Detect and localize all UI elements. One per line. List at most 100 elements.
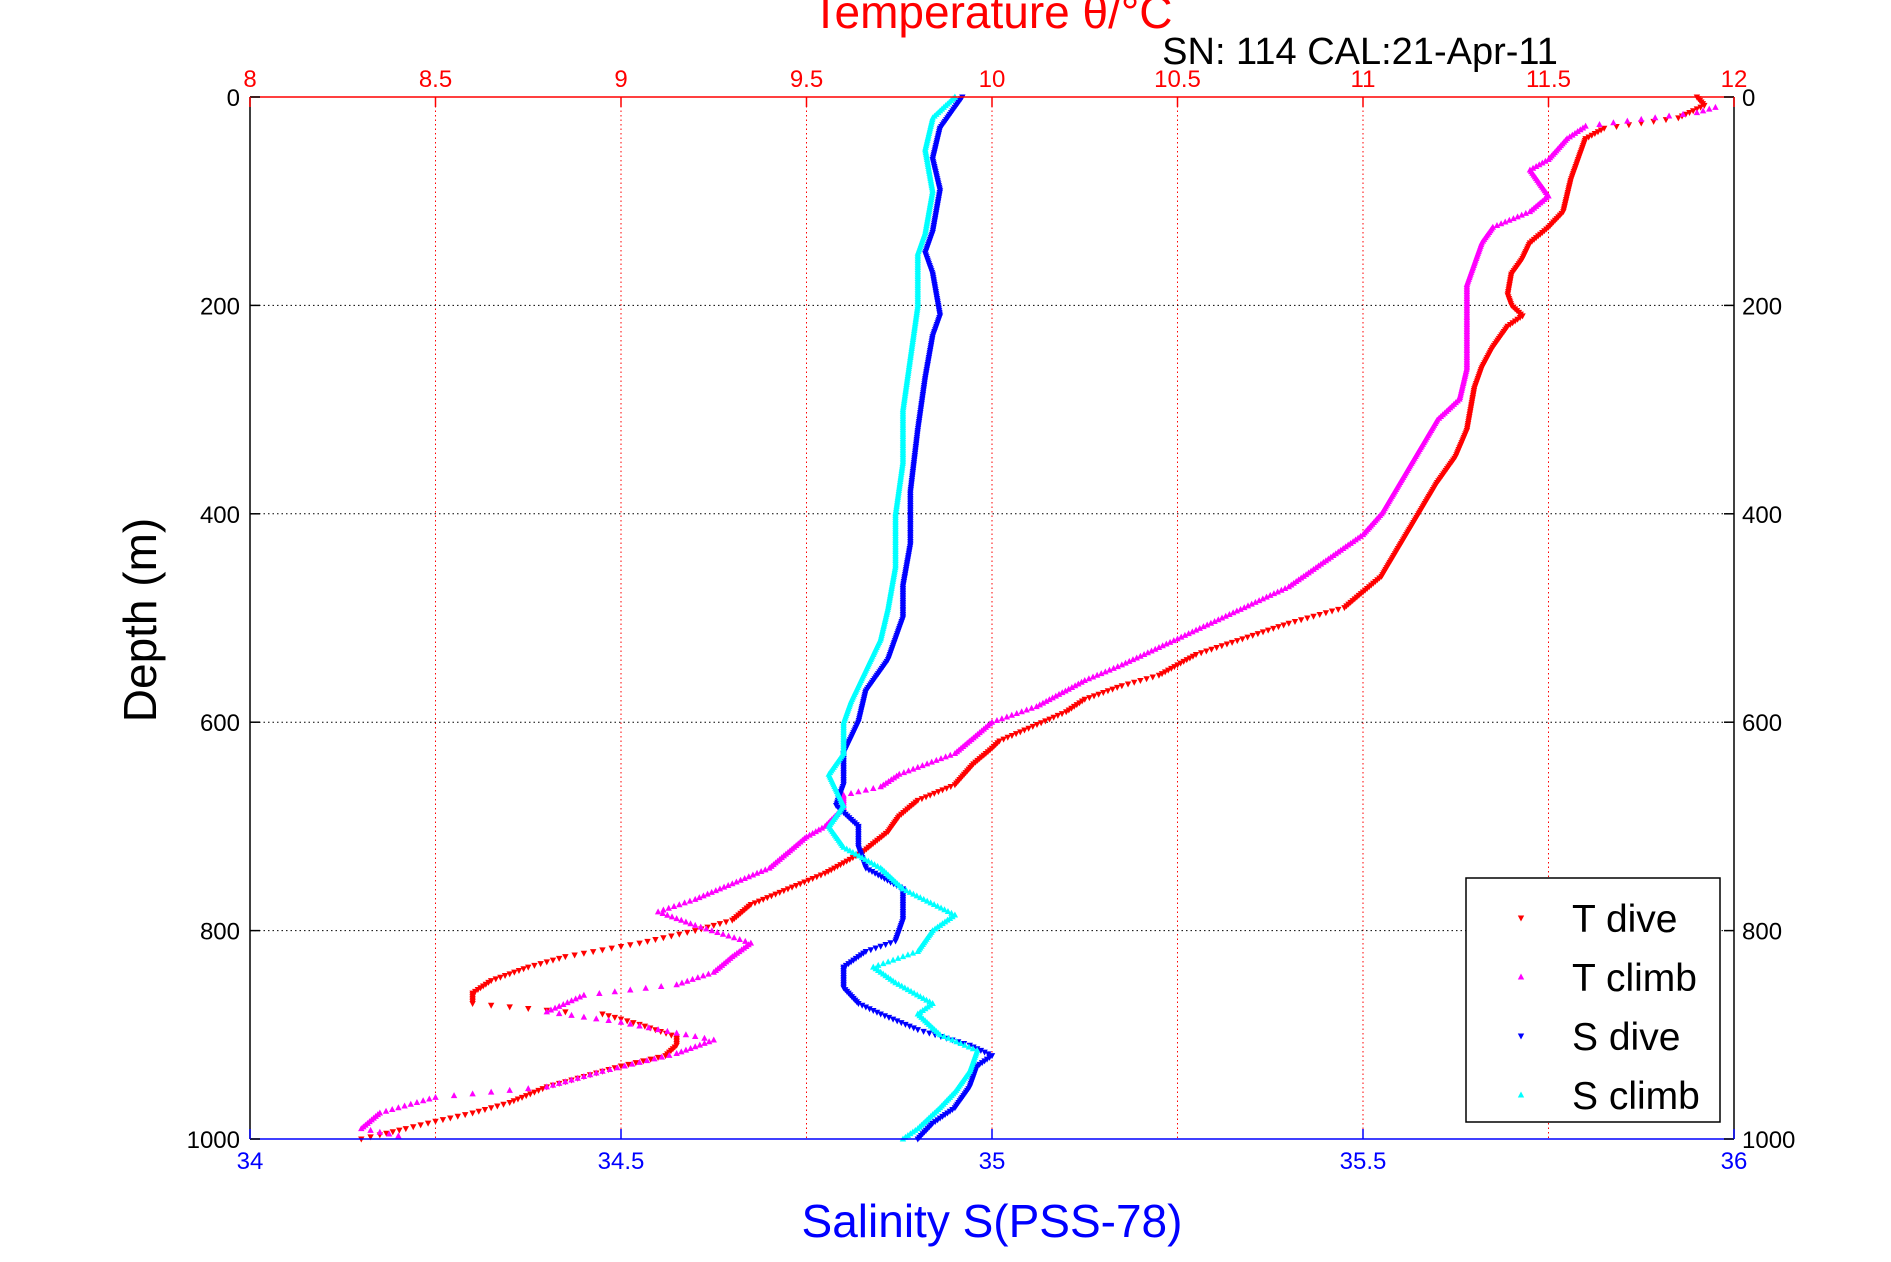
data-point-t-climb bbox=[1248, 600, 1255, 607]
data-point-t-climb bbox=[1263, 593, 1270, 600]
data-point-s-dive bbox=[862, 865, 870, 872]
data-point-t-climb bbox=[1178, 633, 1185, 640]
data-point-t-dive bbox=[1183, 657, 1190, 664]
data-point-t-climb bbox=[1229, 609, 1237, 616]
data-point-t-dive bbox=[751, 900, 759, 907]
data-point-t-dive bbox=[623, 1018, 631, 1025]
data-point-t-climb bbox=[1118, 661, 1126, 668]
data-point-t-climb bbox=[1679, 110, 1687, 117]
data-point-t-climb bbox=[1003, 713, 1011, 720]
salinity-tick-label: 35 bbox=[979, 1148, 1006, 1175]
data-point-t-dive bbox=[617, 1063, 625, 1070]
data-point-t-climb bbox=[701, 1039, 708, 1046]
legend-label-t-climb: T climb bbox=[1572, 957, 1697, 1000]
data-point-t-dive bbox=[1037, 720, 1045, 727]
data-point-t-dive bbox=[1073, 702, 1080, 709]
data-point-t-dive bbox=[1058, 711, 1066, 718]
data-point-t-dive bbox=[1192, 651, 1200, 658]
data-point-t-dive bbox=[494, 1103, 501, 1110]
data-point-t-climb bbox=[576, 993, 583, 1000]
data-point-t-dive bbox=[1017, 729, 1024, 736]
data-point-t-dive bbox=[780, 888, 788, 895]
data-point-t-dive bbox=[1143, 676, 1150, 683]
data-point-s-dive bbox=[875, 872, 882, 879]
data-point-t-climb bbox=[555, 1079, 563, 1086]
data-point-s-climb bbox=[871, 861, 878, 868]
data-point-t-climb bbox=[1085, 675, 1093, 682]
data-point-t-climb bbox=[1170, 637, 1177, 644]
data-point-s-climb bbox=[923, 996, 930, 1003]
data-point-t-climb bbox=[1148, 647, 1155, 654]
data-point-s-climb bbox=[855, 852, 863, 859]
data-point-t-climb bbox=[367, 1126, 374, 1133]
data-point-t-dive bbox=[1638, 120, 1645, 127]
data-point-s-climb bbox=[913, 892, 921, 899]
data-point-t-dive bbox=[511, 969, 518, 976]
data-point-t-dive bbox=[831, 865, 838, 872]
data-point-t-dive bbox=[527, 1091, 534, 1098]
data-point-s-climb bbox=[906, 888, 914, 895]
data-point-t-dive bbox=[1165, 667, 1172, 674]
depth-tick-label-right: 600 bbox=[1742, 710, 1782, 737]
data-point-t-dive bbox=[1109, 686, 1116, 693]
data-point-s-climb bbox=[930, 901, 938, 908]
data-point-t-dive bbox=[506, 971, 513, 978]
data-point-t-climb bbox=[1502, 218, 1509, 225]
data-point-s-climb bbox=[901, 984, 909, 991]
data-point-t-dive bbox=[480, 983, 487, 990]
data-point-t-dive bbox=[1168, 665, 1175, 672]
data-point-s-climb bbox=[868, 859, 875, 866]
data-point-t-dive bbox=[562, 1009, 569, 1016]
data-point-t-dive bbox=[506, 1004, 513, 1011]
data-point-t-climb bbox=[900, 769, 908, 776]
data-point-t-climb bbox=[1089, 673, 1097, 680]
data-point-s-climb bbox=[907, 987, 915, 994]
data-point-t-dive bbox=[472, 988, 479, 995]
data-point-t-dive bbox=[611, 1014, 619, 1021]
data-point-s-dive bbox=[898, 1020, 905, 1027]
data-point-t-climb bbox=[621, 1062, 628, 1069]
data-point-t-dive bbox=[599, 1011, 606, 1018]
data-point-s-climb bbox=[862, 855, 869, 862]
data-point-t-climb bbox=[737, 876, 744, 883]
data-point-t-climb bbox=[1059, 689, 1066, 696]
data-point-t-dive bbox=[1244, 634, 1251, 641]
data-point-t-climb bbox=[1122, 659, 1129, 666]
data-point-t-dive bbox=[630, 1020, 637, 1027]
data-point-t-dive bbox=[487, 1002, 495, 1009]
data-point-t-climb bbox=[568, 1011, 575, 1018]
data-point-t-climb bbox=[547, 1006, 555, 1013]
data-point-t-climb bbox=[1062, 687, 1069, 694]
data-point-t-climb bbox=[1068, 683, 1076, 690]
data-point-s-climb bbox=[903, 887, 910, 894]
data-point-t-dive bbox=[608, 945, 615, 952]
data-point-s-dive bbox=[977, 1047, 985, 1054]
data-point-s-climb bbox=[874, 862, 881, 869]
data-point-t-dive bbox=[1086, 695, 1093, 702]
data-point-t-climb bbox=[419, 1097, 427, 1104]
data-point-t-climb bbox=[1028, 704, 1035, 711]
data-point-t-climb bbox=[1144, 649, 1152, 656]
data-point-t-climb bbox=[673, 1029, 680, 1036]
data-point-t-dive bbox=[792, 882, 800, 889]
data-point-s-climb bbox=[884, 958, 892, 965]
data-point-t-dive bbox=[537, 961, 544, 968]
data-point-s-climb bbox=[895, 980, 902, 987]
temperature-tick-label: 11.5 bbox=[1526, 66, 1571, 93]
data-point-t-climb bbox=[1267, 591, 1274, 598]
data-point-t-climb bbox=[1129, 656, 1137, 663]
data-point-t-climb bbox=[670, 902, 678, 909]
data-point-t-dive bbox=[627, 942, 634, 949]
data-point-s-dive bbox=[867, 947, 875, 954]
data-point-s-climb bbox=[904, 951, 912, 958]
data-point-t-climb bbox=[1008, 711, 1015, 718]
data-point-t-climb bbox=[818, 824, 826, 831]
data-point-t-climb bbox=[1133, 654, 1140, 661]
data-point-t-climb bbox=[742, 937, 749, 944]
data-point-t-climb bbox=[657, 983, 665, 990]
data-point-s-dive bbox=[855, 1001, 862, 1008]
data-point-t-climb bbox=[703, 925, 710, 932]
data-point-t-climb bbox=[682, 1046, 690, 1053]
data-point-t-climb bbox=[651, 1055, 658, 1062]
data-point-t-dive bbox=[1068, 705, 1075, 712]
